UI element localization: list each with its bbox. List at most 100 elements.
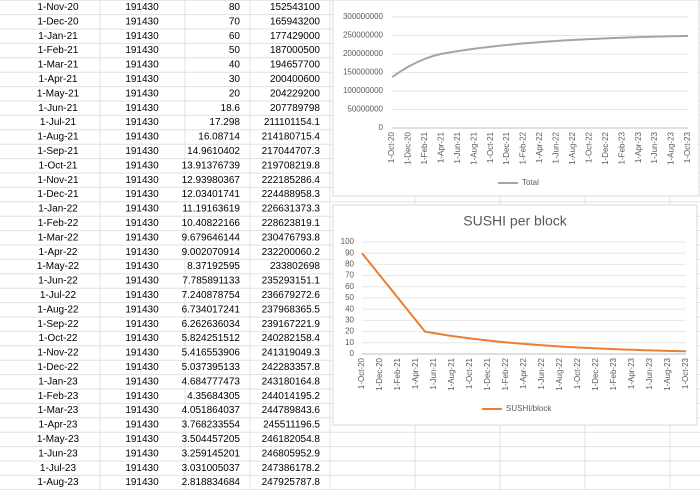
- cell: 1-Apr-21: [39, 74, 78, 85]
- cell: 191430: [125, 204, 159, 215]
- x-tick-label: 1-Aug-23: [667, 131, 676, 164]
- cell: 1-Nov-20: [37, 2, 79, 13]
- cell: 4.35684305: [187, 391, 240, 402]
- x-tick-label: 1-Apr-22: [535, 131, 544, 163]
- total-supply-chart: 0 50000000 100000000 150000000 200000000 2500…: [332, 0, 700, 197]
- cell: 4.051864037: [182, 405, 241, 416]
- y-tick-label: 100: [341, 237, 355, 246]
- cell: 204229200: [270, 88, 320, 99]
- x-tick-label: 1-Jun-23: [650, 131, 659, 163]
- cell: 1-Dec-22: [37, 362, 79, 373]
- cell: 239167221.9: [262, 319, 321, 330]
- cell: 3.031005037: [182, 463, 241, 474]
- y-tick-label: 30: [345, 316, 354, 325]
- cell: 246182054.8: [262, 434, 321, 445]
- cell: 191430: [125, 290, 159, 301]
- cell: 245511196.5: [263, 420, 320, 431]
- line: [361, 252, 687, 353]
- cells: 1-Nov-20 191430 80 152543100 1-Dec-20 191430 7…: [37, 2, 321, 488]
- x-tick-label: 1-Aug-23: [663, 357, 672, 390]
- cell: 191430: [125, 132, 159, 143]
- x-tick-label: 1-Aug-21: [447, 357, 456, 390]
- x-tick-label: 1-Feb-22: [501, 357, 510, 390]
- cell: 1-Jul-21: [40, 117, 77, 128]
- cell: 1-Feb-21: [38, 45, 79, 56]
- cell: 1-Jul-23: [40, 463, 77, 474]
- x-tick-label: 1-Oct-22: [573, 357, 582, 389]
- cell: 12.93980367: [182, 175, 241, 186]
- cell: 191430: [125, 304, 159, 315]
- cell: 1-Aug-21: [37, 132, 79, 143]
- cell: 219708219.8: [262, 160, 321, 171]
- cell: 1-Feb-22: [38, 218, 79, 229]
- cell: 152543100: [270, 2, 320, 13]
- x-tick-label: 1-Apr-21: [411, 357, 420, 389]
- cell: 1-Feb-23: [38, 391, 79, 402]
- cell: 207789798: [270, 103, 320, 114]
- cell: 30: [229, 74, 241, 85]
- cell: 20: [229, 88, 241, 99]
- cell: 191430: [125, 276, 159, 287]
- cell: 191430: [125, 45, 159, 56]
- x-tick-label: 1-Oct-21: [465, 357, 474, 389]
- x-tick-label: 1-Oct-23: [681, 357, 690, 389]
- x-tick-label: 1-Dec-21: [483, 357, 492, 390]
- cell: 1-Dec-20: [37, 16, 79, 27]
- x-tick-label: 1-Feb-22: [519, 131, 528, 164]
- cell: 191430: [125, 319, 159, 330]
- cell: 243180164.8: [262, 376, 321, 387]
- cell: 191430: [125, 463, 159, 474]
- cell: 1-Jul-22: [40, 290, 77, 301]
- cell: 16.08714: [198, 132, 240, 143]
- x-tick-label: 1-Apr-22: [519, 357, 528, 389]
- cell: 191430: [125, 232, 159, 243]
- cell: 6.734017241: [182, 304, 241, 315]
- cell: 191430: [125, 60, 159, 71]
- cell: 7.785891133: [182, 276, 240, 287]
- cell: 191430: [125, 333, 159, 344]
- cell: 194657700: [270, 60, 320, 71]
- cell: 1-Oct-22: [39, 333, 78, 344]
- cell: 244789843.6: [262, 405, 321, 416]
- cell: 1-Oct-21: [39, 160, 78, 171]
- cell: 9.679646144: [182, 232, 241, 243]
- cell: 235293151.1: [262, 276, 321, 287]
- y-tick-label: 60: [345, 282, 354, 291]
- cell: 50: [229, 45, 241, 56]
- x-tick-label: 1-Aug-22: [555, 357, 564, 390]
- x-tick-label: 1-Oct-20: [387, 131, 396, 163]
- cell: 1-Jun-23: [38, 448, 78, 459]
- cell: 191430: [125, 420, 159, 431]
- cell: 191430: [125, 175, 159, 186]
- x-tick-label: 1-Dec-20: [375, 357, 384, 390]
- y-tick-label: 50000000: [347, 105, 383, 114]
- x-tick-label: 1-Dec-20: [404, 131, 413, 164]
- cell: 1-Jan-23: [38, 376, 78, 387]
- cell: 12.03401741: [182, 189, 241, 200]
- x-tick-label: 1-Feb-23: [617, 131, 626, 164]
- y-tick-label: 0: [350, 349, 355, 358]
- y-tick-label: 250000000: [343, 31, 384, 40]
- cell: 1-Nov-22: [37, 348, 79, 359]
- cell: 240282158.4: [262, 333, 321, 344]
- cell: 80: [229, 2, 241, 13]
- x-tick-label: 1-Feb-21: [393, 357, 402, 390]
- cell: 214180715.4: [262, 132, 321, 143]
- y-tick-label: 150000000: [343, 68, 384, 77]
- x-tick-label: 1-Oct-22: [584, 131, 593, 163]
- line: [391, 34, 689, 79]
- cell: 191430: [125, 189, 159, 200]
- cell: 191430: [125, 74, 159, 85]
- cell: 191430: [125, 405, 159, 416]
- cell: 224488958.3: [262, 189, 321, 200]
- cell: 1-Nov-21: [37, 175, 79, 186]
- cell: 4.684777473: [182, 376, 241, 387]
- cell: 191430: [125, 434, 159, 445]
- cell: 191430: [125, 160, 159, 171]
- cell: 6.262636034: [182, 319, 241, 330]
- y-tick-label: 40: [345, 304, 354, 313]
- x-tick-label: 1-Apr-23: [634, 131, 643, 163]
- cell: 230476793.8: [262, 232, 321, 243]
- cell: 191430: [125, 2, 159, 13]
- x-tick-label: 1-Jun-23: [645, 357, 654, 389]
